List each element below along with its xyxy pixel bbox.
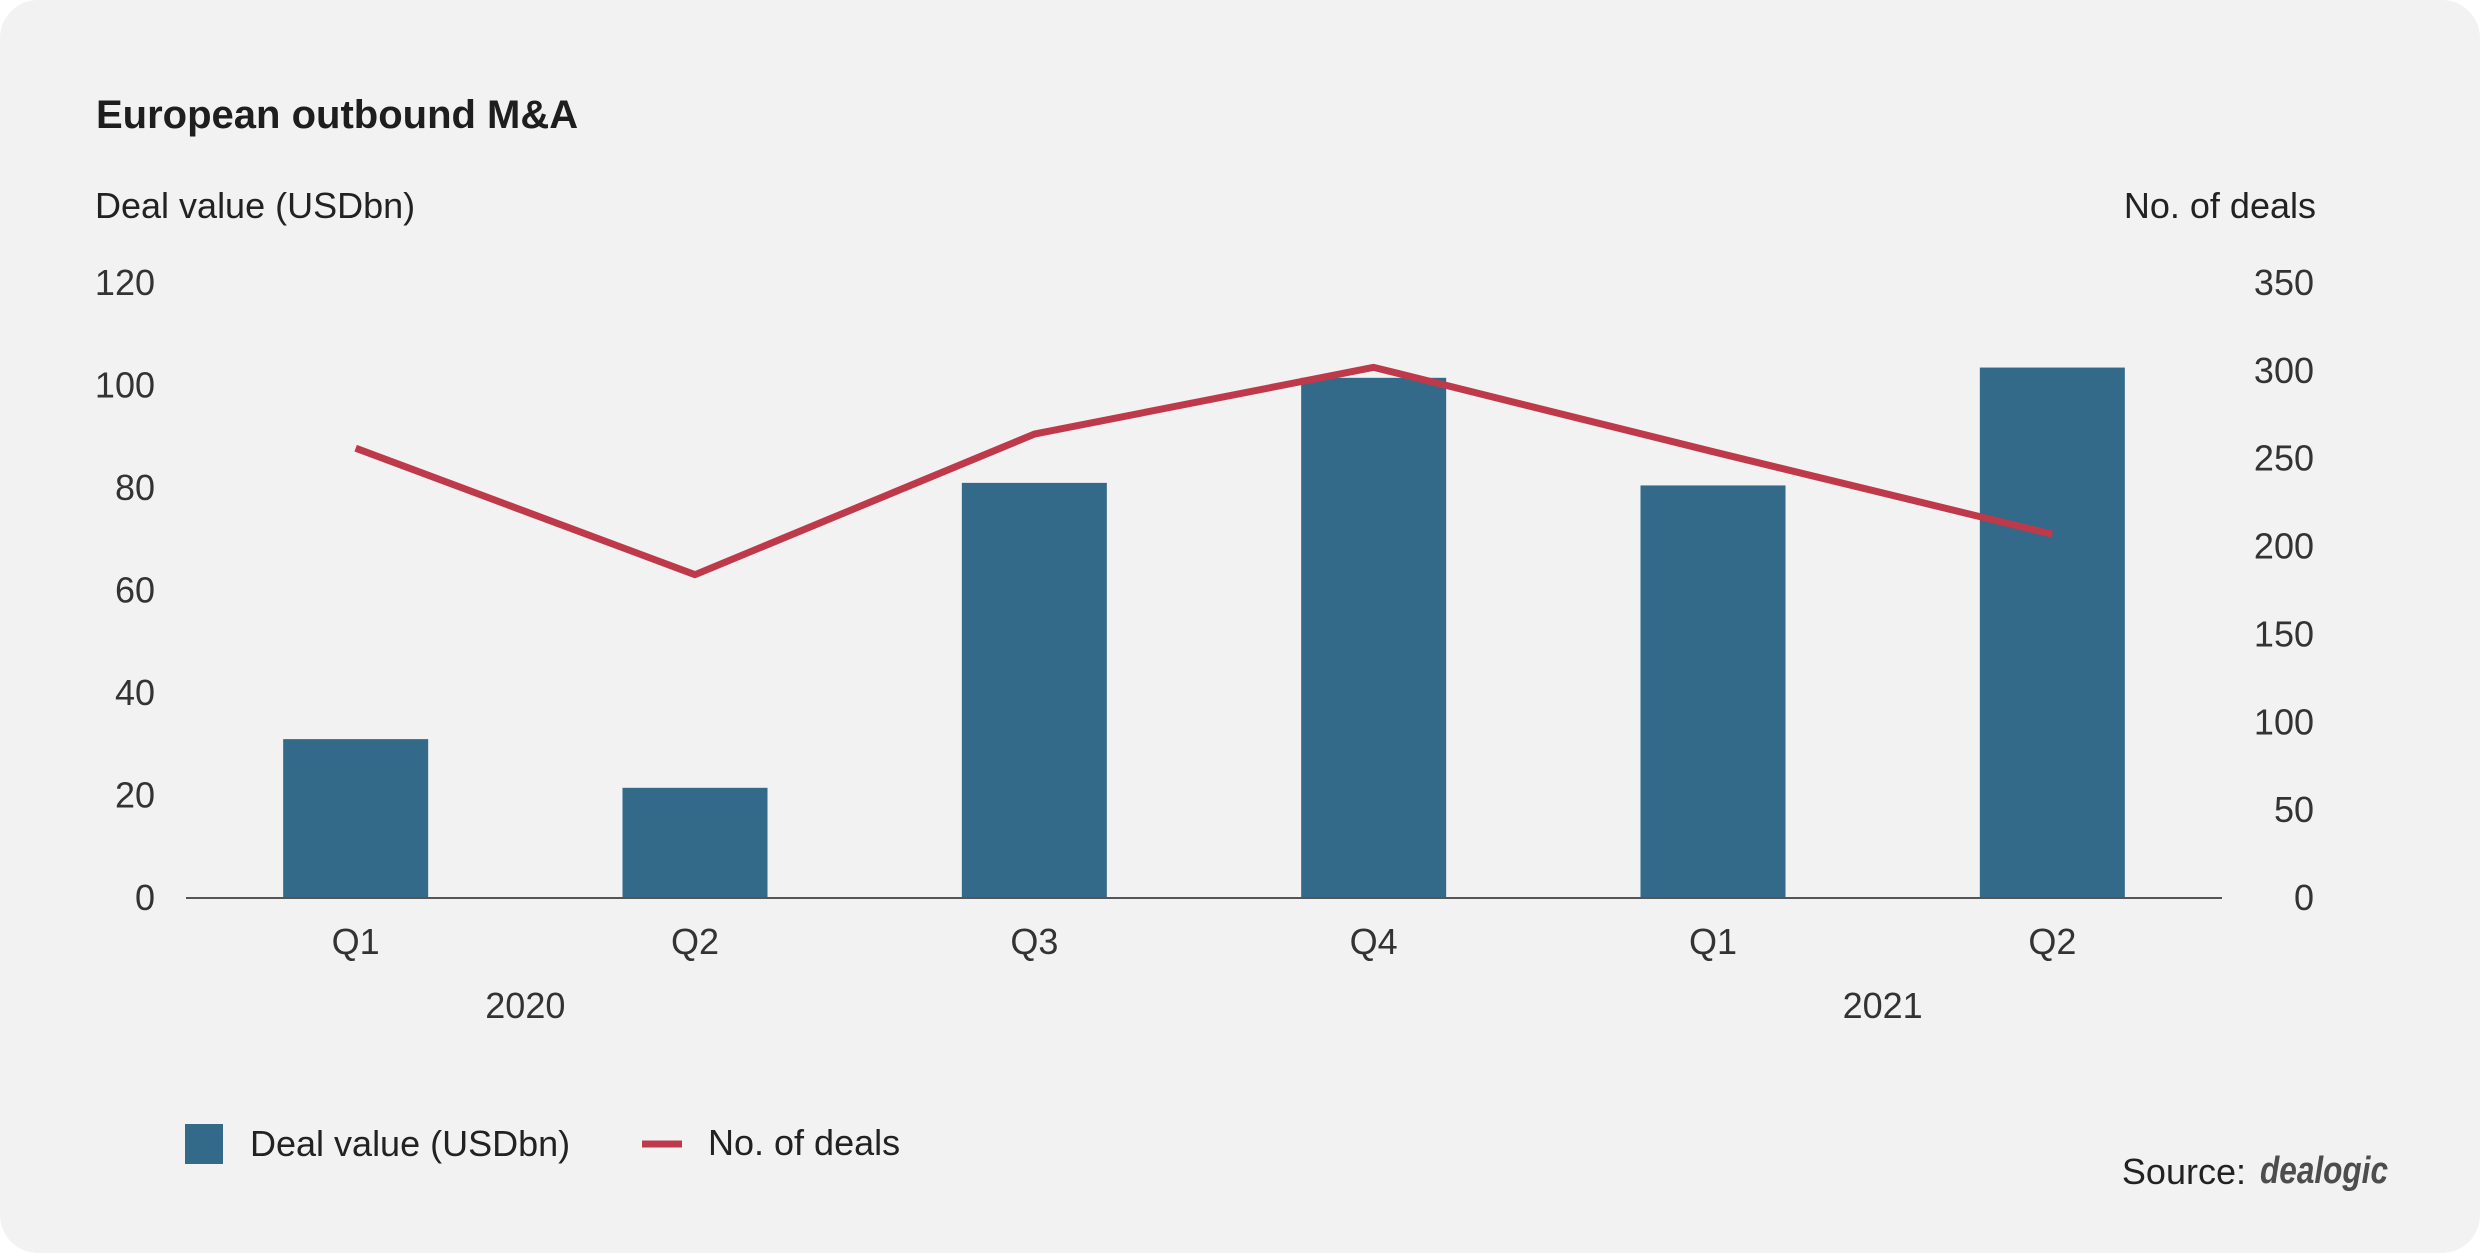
- bar-series: [283, 367, 2125, 898]
- source-label: Source:: [2122, 1151, 2246, 1192]
- right-tick-label: 0: [2294, 877, 2314, 918]
- category-label: Q2: [671, 921, 719, 962]
- right-axis-ticks: 0 50 100 150 200 250 300 350: [2254, 262, 2314, 918]
- category-label: Q4: [1350, 921, 1398, 962]
- left-axis-title: Deal value (USDbn): [95, 185, 415, 226]
- left-tick-label: 20: [115, 775, 155, 816]
- left-axis-ticks: 0 20 40 60 80 100 120: [95, 262, 155, 918]
- left-tick-label: 80: [115, 467, 155, 508]
- legend-bar-label: Deal value (USDbn): [250, 1123, 570, 1164]
- bar: [1979, 367, 2125, 898]
- chart-title: European outbound M&A: [96, 93, 578, 137]
- bar: [1640, 485, 1786, 898]
- year-labels: 2020 2021: [485, 985, 1922, 1026]
- legend-line-label: No. of deals: [708, 1122, 900, 1163]
- left-tick-label: 100: [95, 365, 155, 406]
- bar: [622, 787, 768, 898]
- right-tick-label: 200: [2254, 526, 2314, 567]
- category-label: Q1: [332, 921, 380, 962]
- right-axis-title: No. of deals: [2124, 185, 2316, 226]
- dealogic-logo: dealogic: [2260, 1150, 2388, 1192]
- line-series: [354, 363, 2054, 579]
- right-tick-label: 150: [2254, 613, 2314, 654]
- bar: [1301, 377, 1447, 898]
- source: Source: dealogic: [2122, 1150, 2388, 1192]
- right-tick-label: 250: [2254, 438, 2314, 479]
- left-tick-label: 60: [115, 570, 155, 611]
- category-label: Q2: [2028, 921, 2076, 962]
- bar: [283, 739, 429, 898]
- legend: Deal value (USDbn) No. of deals: [185, 1122, 900, 1164]
- category-labels: Q1 Q2 Q3 Q4 Q1 Q2: [332, 921, 2077, 962]
- right-tick-label: 50: [2274, 789, 2314, 830]
- legend-bar-swatch: [185, 1124, 223, 1164]
- left-tick-label: 0: [135, 877, 155, 918]
- right-tick-label: 100: [2254, 701, 2314, 742]
- deals-line: [354, 363, 2054, 579]
- left-tick-label: 40: [115, 672, 155, 713]
- right-tick-label: 300: [2254, 350, 2314, 391]
- year-label: 2020: [485, 985, 565, 1026]
- category-label: Q1: [1689, 921, 1737, 962]
- left-tick-label: 120: [95, 262, 155, 303]
- year-label: 2021: [1843, 985, 1923, 1026]
- bar: [961, 482, 1107, 898]
- right-tick-label: 350: [2254, 262, 2314, 303]
- category-label: Q3: [1010, 921, 1058, 962]
